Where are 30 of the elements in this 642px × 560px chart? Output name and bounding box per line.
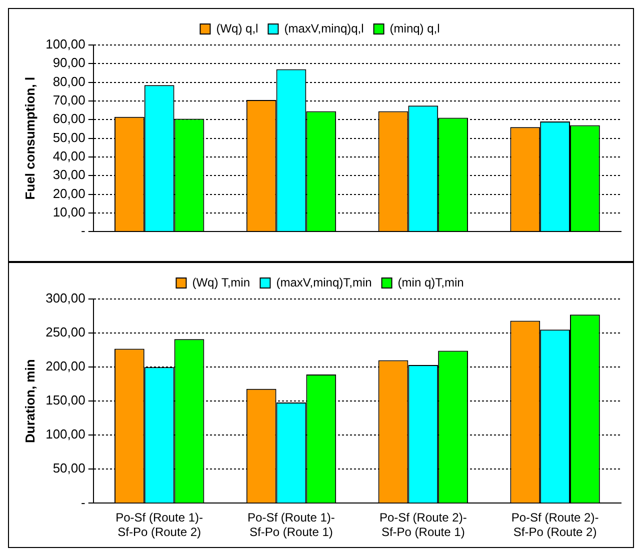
y-tick-label: 40,00 (52, 148, 86, 164)
y-tick-label: 200,00 (46, 358, 86, 374)
legend-label: (maxV,minq)T,min (276, 275, 372, 290)
y-tick-label: 100,00 (46, 36, 86, 52)
y-axis-title: Duration, min (22, 359, 38, 443)
legend-label: (minq) q,l (390, 21, 440, 36)
y-tick-label: 60,00 (52, 111, 86, 126)
y-tick-label: 100,00 (46, 426, 86, 442)
y-tick-label: 80,00 (52, 74, 86, 89)
x-tick-label: Po-Sf (Route 2)-Sf-Po (Route 1) (379, 510, 467, 540)
x-tick-label: Po-Sf (Route 1)-Sf-Po (Route 2) (116, 510, 204, 540)
y-tick-label: 10,00 (52, 204, 86, 220)
y-tick-label: - (81, 494, 86, 510)
y-tick-label: 90,00 (52, 55, 86, 70)
legend-label: (Wq) T,min (192, 275, 250, 290)
y-tick-label: 50,00 (52, 460, 86, 476)
legend-label: (Wq) q,l (216, 21, 258, 36)
x-tick-label: Po-Sf (Route 2)-Sf-Po (Route 2) (511, 510, 599, 540)
y-tick-label: 50,00 (52, 130, 86, 145)
legend-label: (maxV,minq)q,l (284, 21, 364, 36)
y-tick-label: 250,00 (46, 324, 86, 340)
legend-label: (min q)T,min (398, 275, 464, 290)
y-tick-label: - (81, 223, 86, 238)
y-tick-label: 70,00 (52, 92, 86, 108)
y-tick-label: 20,00 (52, 186, 86, 201)
y-tick-label: 150,00 (46, 392, 86, 408)
y-tick-label: 300,00 (46, 290, 86, 306)
y-axis-title: Fuel consumption, l (22, 76, 38, 200)
x-tick-label: Po-Sf (Route 1)-Sf-Po (Route 1) (248, 510, 335, 540)
y-tick-label: 30,00 (52, 167, 86, 182)
